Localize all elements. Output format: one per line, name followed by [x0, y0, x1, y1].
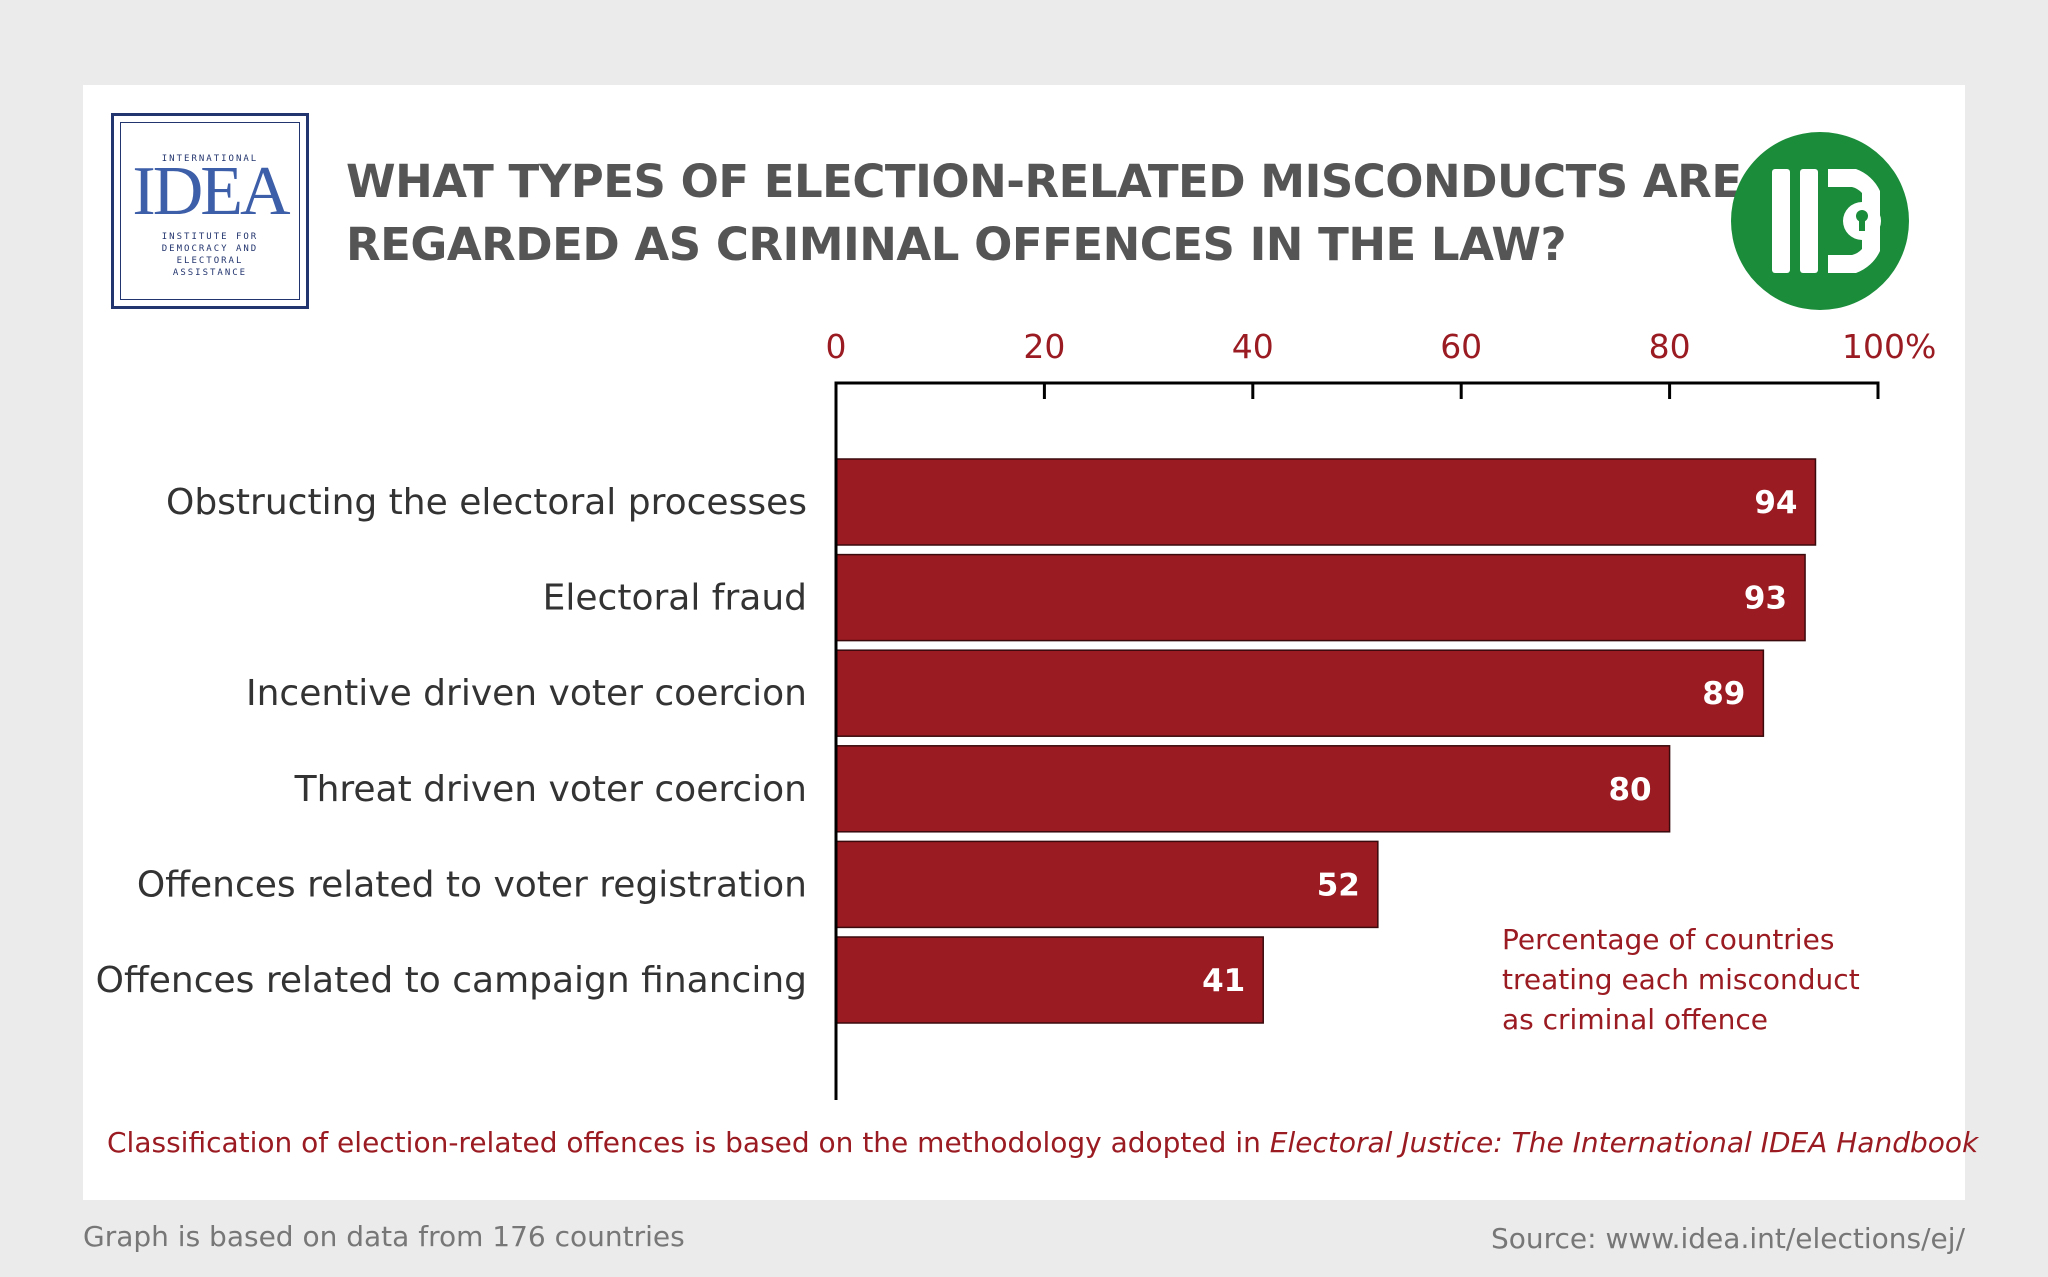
source-link[interactable]: Source: www.idea.int/elections/ej/ — [1490, 1222, 1965, 1255]
logo-line-1: INSTITUTE FOR — [161, 232, 259, 242]
x-tick-label: 60 — [1440, 327, 1482, 366]
x-tick-label: 40 — [1232, 327, 1274, 366]
logo-frame: INTERNATIONAL IDEA INSTITUTE FOR DEMOCRA… — [120, 122, 300, 300]
bar — [835, 458, 1817, 546]
chart-note: Percentage of countries treating each mi… — [1502, 920, 1902, 1040]
classification-note: Classification of election-related offen… — [107, 1126, 1978, 1159]
classification-prefix: Classification of election-related offen… — [107, 1126, 1270, 1159]
title-line-2: REGARDED AS CRIMINAL OFFENCES IN THE LAW… — [346, 218, 1567, 271]
category-label: Threat driven voter coercion — [294, 769, 807, 810]
bar — [835, 553, 1806, 642]
logo-line-4: ASSISTANCE — [172, 268, 248, 278]
bar-value-label: 89 — [1702, 676, 1745, 712]
x-tick-label: 20 — [1023, 327, 1065, 366]
category-label: Obstructing the electoral processes — [166, 482, 807, 523]
electoral-justice-icon — [1731, 132, 1909, 310]
logo-word: IDEA — [132, 153, 290, 230]
x-tick-label: 80 — [1649, 327, 1691, 366]
category-label: Incentive driven voter coercion — [246, 673, 807, 714]
bar-value-label: 93 — [1744, 581, 1787, 617]
bar-value-label: 52 — [1317, 867, 1360, 903]
bar — [835, 649, 1765, 737]
handbook-title: Electoral Justice: The International IDE… — [1269, 1126, 1979, 1159]
x-tick-label: 100% — [1842, 327, 1936, 366]
category-label: Offences related to voter registration — [137, 864, 807, 905]
page-title: WHAT TYPES OF ELECTION-RELATED MISCONDUC… — [346, 150, 1742, 276]
logo-line-2: DEMOCRACY AND — [161, 244, 259, 254]
bar — [835, 840, 1379, 929]
note-line-1: Percentage of countries — [1502, 923, 1835, 956]
category-label: Offences related to campaign financing — [96, 960, 807, 1001]
data-source-count: Graph is based on data from 176 countrie… — [83, 1220, 685, 1253]
bar — [835, 936, 1264, 1024]
note-line-3: as criminal offence — [1502, 1003, 1768, 1036]
bar — [835, 745, 1671, 833]
x-tick-label: 0 — [826, 327, 847, 366]
bar-value-label: 80 — [1608, 772, 1651, 808]
international-idea-logo: INTERNATIONAL IDEA INSTITUTE FOR DEMOCRA… — [111, 113, 309, 309]
category-label: Electoral fraud — [543, 578, 807, 619]
logo-line-3: ELECTORAL — [176, 256, 244, 266]
bar-value-label: 41 — [1202, 963, 1245, 999]
note-line-2: treating each misconduct — [1502, 963, 1860, 996]
logo-top-text: INTERNATIONAL — [161, 154, 259, 164]
title-line-1: WHAT TYPES OF ELECTION-RELATED MISCONDUC… — [346, 155, 1742, 208]
bar-value-label: 94 — [1754, 485, 1797, 521]
